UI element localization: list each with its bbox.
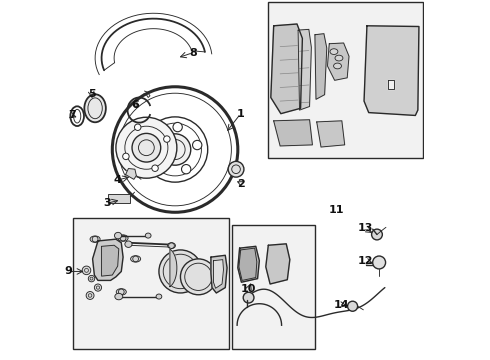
Text: 8: 8: [189, 48, 197, 58]
Ellipse shape: [115, 293, 122, 300]
Circle shape: [164, 136, 170, 142]
Ellipse shape: [330, 49, 338, 54]
Polygon shape: [170, 249, 177, 287]
Circle shape: [95, 284, 101, 291]
Text: 7: 7: [68, 111, 76, 121]
Ellipse shape: [168, 243, 175, 248]
Polygon shape: [93, 239, 123, 280]
Polygon shape: [125, 168, 136, 179]
Polygon shape: [274, 120, 313, 146]
Ellipse shape: [118, 235, 128, 241]
Circle shape: [134, 124, 141, 130]
Polygon shape: [327, 43, 349, 80]
Polygon shape: [214, 260, 223, 288]
Circle shape: [180, 259, 216, 295]
Polygon shape: [364, 26, 419, 116]
Circle shape: [173, 122, 182, 132]
Ellipse shape: [335, 55, 343, 61]
Text: 3: 3: [103, 198, 111, 208]
Circle shape: [347, 301, 358, 311]
Bar: [73, 218, 229, 348]
Circle shape: [371, 229, 382, 240]
Circle shape: [159, 134, 191, 165]
Ellipse shape: [115, 232, 122, 239]
Polygon shape: [317, 121, 344, 147]
Ellipse shape: [156, 294, 162, 299]
Ellipse shape: [146, 233, 151, 238]
Circle shape: [243, 292, 254, 303]
Text: 5: 5: [88, 89, 96, 99]
Polygon shape: [239, 248, 257, 280]
Circle shape: [155, 162, 165, 171]
Bar: [232, 225, 315, 348]
Ellipse shape: [334, 63, 342, 69]
Text: 4: 4: [114, 175, 122, 185]
Ellipse shape: [125, 241, 132, 247]
Polygon shape: [101, 245, 119, 276]
Circle shape: [122, 153, 129, 159]
Polygon shape: [238, 246, 259, 282]
Circle shape: [88, 275, 95, 282]
Ellipse shape: [131, 256, 141, 262]
Circle shape: [181, 165, 191, 174]
Polygon shape: [211, 255, 227, 293]
Text: 6: 6: [132, 100, 140, 110]
Polygon shape: [266, 244, 290, 284]
Ellipse shape: [84, 94, 106, 122]
Text: 9: 9: [65, 266, 73, 276]
Circle shape: [132, 134, 161, 162]
Text: 2: 2: [238, 179, 245, 189]
Circle shape: [152, 165, 158, 171]
Ellipse shape: [90, 236, 100, 242]
Bar: [269, 3, 422, 158]
Polygon shape: [298, 30, 311, 110]
Circle shape: [373, 256, 386, 269]
Polygon shape: [315, 34, 327, 99]
Polygon shape: [271, 24, 302, 114]
Circle shape: [150, 135, 159, 145]
Circle shape: [82, 266, 91, 275]
Circle shape: [116, 117, 177, 178]
Ellipse shape: [116, 289, 126, 295]
Circle shape: [159, 250, 202, 293]
Text: 1: 1: [237, 109, 245, 119]
Circle shape: [193, 140, 202, 150]
Circle shape: [86, 292, 94, 300]
Polygon shape: [389, 80, 394, 89]
Text: 14: 14: [334, 300, 350, 310]
Bar: [108, 194, 130, 203]
Circle shape: [228, 161, 244, 177]
Text: 10: 10: [241, 284, 256, 294]
Text: 12: 12: [357, 256, 373, 266]
Text: 13: 13: [357, 224, 373, 233]
Text: 11: 11: [329, 206, 344, 216]
